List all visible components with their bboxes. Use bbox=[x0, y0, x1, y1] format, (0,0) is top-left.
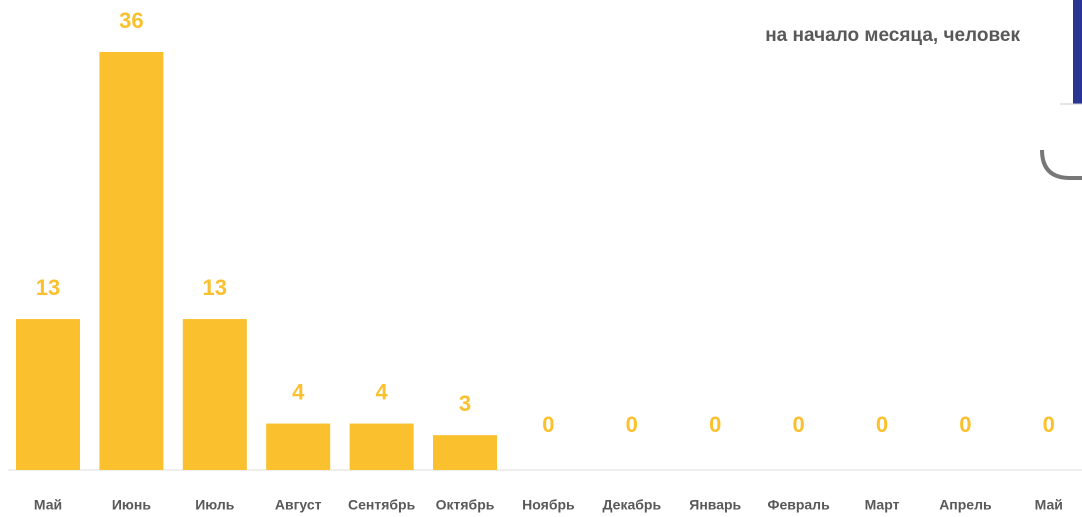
x-tick-label: Февраль bbox=[768, 497, 831, 513]
x-tick-label: Январь bbox=[689, 497, 741, 513]
x-tick-label: Октябрь bbox=[436, 497, 495, 513]
value-label: 0 bbox=[1043, 412, 1055, 437]
value-label: 4 bbox=[375, 379, 388, 404]
x-tick-label: Ноябрь bbox=[522, 497, 575, 513]
value-label: 13 bbox=[203, 275, 227, 300]
value-label: 0 bbox=[542, 412, 554, 437]
x-tick-label: Май bbox=[34, 497, 62, 513]
chart-subtitle: на начало месяца, человек bbox=[765, 25, 1020, 46]
bar bbox=[433, 435, 497, 470]
bar bbox=[266, 423, 331, 470]
x-tick-label: Июнь bbox=[112, 497, 151, 513]
value-label: 13 bbox=[36, 275, 60, 300]
decor-curve bbox=[1040, 149, 1082, 180]
value-label: 0 bbox=[876, 412, 888, 437]
value-label: 0 bbox=[626, 412, 638, 437]
x-tick-label: Апрель bbox=[939, 497, 992, 513]
value-label: 3 bbox=[459, 391, 471, 416]
x-tick-label: Май bbox=[1035, 497, 1063, 513]
x-tick-label: Март bbox=[865, 497, 900, 513]
value-label: 0 bbox=[709, 412, 721, 437]
x-tick-label: Август bbox=[275, 497, 322, 513]
decor-panel bbox=[1073, 0, 1082, 104]
bar bbox=[16, 319, 80, 470]
x-tick-label: Декабрь bbox=[603, 497, 662, 513]
value-label: 36 bbox=[119, 8, 143, 33]
bar bbox=[349, 423, 414, 470]
x-tick-label: Сентябрь bbox=[348, 497, 416, 513]
value-label: 0 bbox=[792, 412, 804, 437]
value-label: 0 bbox=[959, 412, 971, 437]
bar bbox=[182, 319, 247, 470]
value-label: 4 bbox=[292, 379, 305, 404]
x-tick-label: Июль bbox=[195, 497, 235, 513]
bar bbox=[99, 52, 164, 470]
